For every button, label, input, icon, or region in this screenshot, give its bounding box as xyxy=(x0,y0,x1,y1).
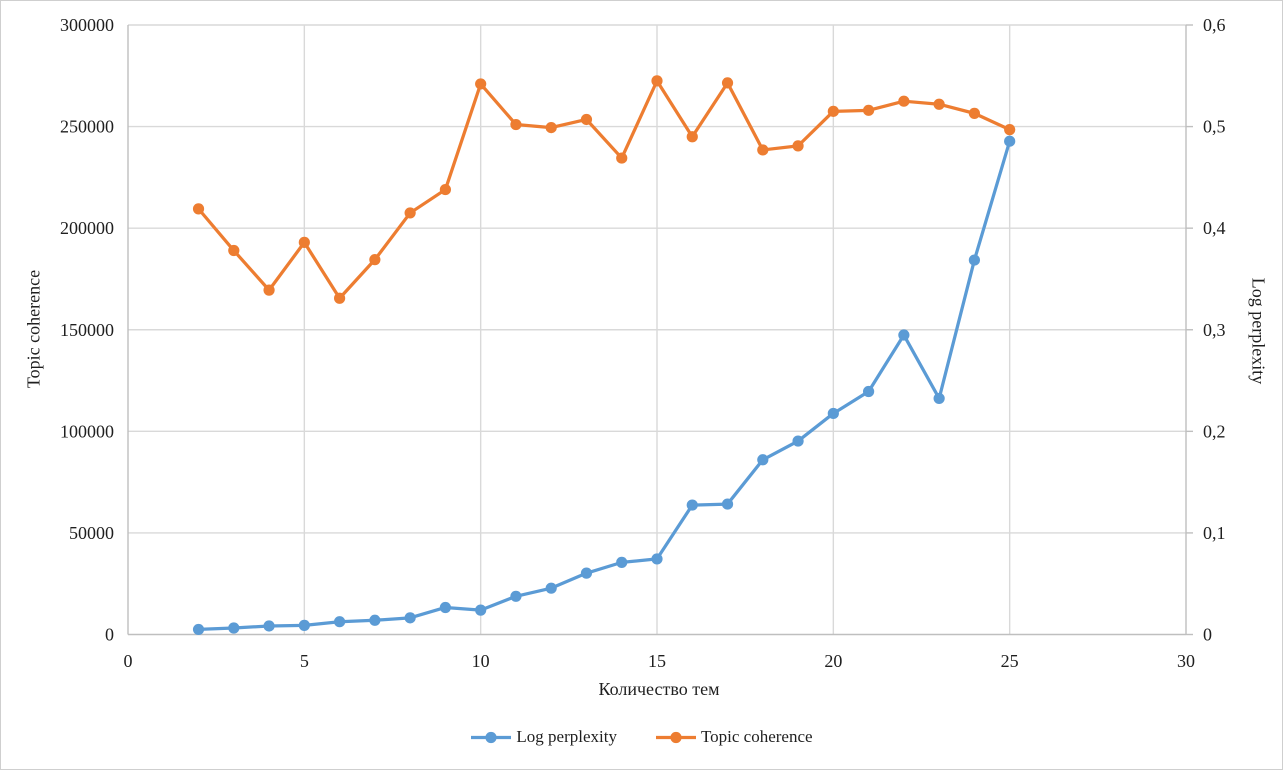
x-axis-tick-label: 0 xyxy=(124,651,133,671)
data-point xyxy=(192,203,205,215)
series-line-0 xyxy=(196,139,1012,632)
right-axis-tick-label: 0,4 xyxy=(1203,218,1226,238)
data-point xyxy=(721,498,734,510)
data-point xyxy=(580,567,593,579)
right-axis-tick-label: 0,6 xyxy=(1203,15,1226,35)
left-axis-tick-label: 250000 xyxy=(60,117,114,137)
right-axis-tick-label: 0,5 xyxy=(1203,117,1226,137)
data-point xyxy=(616,152,628,164)
data-point xyxy=(580,113,593,126)
data-point xyxy=(369,254,381,266)
right-axis-tick-label: 0,1 xyxy=(1203,523,1226,543)
data-point xyxy=(545,121,557,134)
data-point xyxy=(721,77,734,89)
data-point xyxy=(334,616,346,628)
data-point xyxy=(369,614,381,626)
data-point xyxy=(298,236,310,248)
data-point xyxy=(933,98,945,110)
x-axis-tick-label: 15 xyxy=(648,651,666,671)
data-point xyxy=(439,183,451,196)
right-axis-tick-label: 0,2 xyxy=(1203,421,1226,441)
data-point xyxy=(898,329,910,341)
left-axis-tick-label: 200000 xyxy=(60,218,114,238)
data-point xyxy=(757,144,769,156)
data-point xyxy=(263,620,275,632)
data-point xyxy=(404,207,416,219)
legend-item-log-perplexity: Log perplexity xyxy=(470,727,617,747)
x-axis-tick-label: 5 xyxy=(300,651,309,671)
data-point xyxy=(792,435,804,447)
data-point xyxy=(863,385,875,398)
data-point xyxy=(827,407,839,420)
data-point xyxy=(616,556,628,568)
data-point xyxy=(404,612,416,624)
data-point xyxy=(686,131,698,143)
x-axis-title: Количество тем xyxy=(598,679,720,699)
data-point xyxy=(1004,124,1016,136)
data-point xyxy=(792,140,804,152)
right-axis-tick-label: 0 xyxy=(1203,625,1212,645)
x-axis-tick-label: 20 xyxy=(824,651,842,671)
data-point xyxy=(933,392,945,405)
data-point xyxy=(439,601,451,614)
x-axis-tick-label: 25 xyxy=(1001,651,1019,671)
left-axis-tick-label: 150000 xyxy=(60,320,114,340)
data-point xyxy=(510,118,522,131)
right-axis-title: Log perplexity xyxy=(1248,277,1269,385)
data-point xyxy=(651,553,663,565)
data-point xyxy=(757,454,769,466)
legend-label: Topic coherence xyxy=(700,727,813,746)
data-point xyxy=(298,619,310,631)
data-point xyxy=(863,104,875,116)
data-point xyxy=(192,623,205,636)
legend-item-topic-coherence: Topic coherence xyxy=(655,727,813,747)
data-point xyxy=(827,105,839,117)
data-point xyxy=(1004,135,1016,147)
data-point xyxy=(228,622,240,634)
data-point xyxy=(475,78,487,90)
data-point xyxy=(510,590,522,602)
data-point xyxy=(263,284,275,296)
legend-label: Log perplexity xyxy=(516,727,617,746)
data-point xyxy=(334,292,346,304)
data-point xyxy=(686,499,698,511)
right-axis-tick-label: 0,3 xyxy=(1203,320,1226,340)
left-axis-title: Topic coherence xyxy=(23,269,44,389)
data-point xyxy=(968,254,981,266)
x-axis-tick-label: 10 xyxy=(472,651,490,671)
left-axis-tick-label: 50000 xyxy=(69,523,114,543)
legend-marker-topic-coherence xyxy=(655,731,696,743)
left-axis-tick-label: 0 xyxy=(105,625,114,645)
series-line-1 xyxy=(196,79,1012,300)
data-point xyxy=(968,107,981,119)
legend: Log perplexity Topic coherence xyxy=(1,727,1282,747)
data-point xyxy=(898,95,910,107)
x-axis-tick-label: 30 xyxy=(1177,651,1195,671)
data-point xyxy=(545,582,557,594)
data-point xyxy=(651,75,663,87)
left-axis-tick-label: 300000 xyxy=(60,15,114,35)
legend-marker-log-perplexity xyxy=(471,731,512,743)
left-axis-tick-label: 100000 xyxy=(60,421,114,441)
data-point xyxy=(475,604,487,616)
data-point xyxy=(228,244,240,257)
